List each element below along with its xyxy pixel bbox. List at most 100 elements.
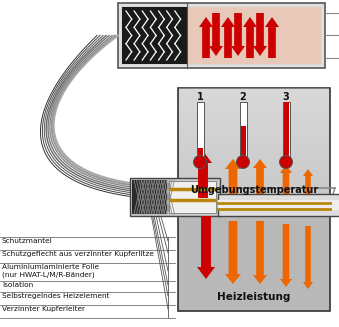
Bar (179, 195, 329, 196)
Bar (179, 191, 329, 192)
Bar (283, 102, 288, 156)
Bar (179, 203, 329, 204)
Polygon shape (303, 226, 313, 289)
Bar (179, 172, 329, 173)
Bar (179, 108, 329, 109)
Bar (118, 3, 325, 68)
Bar (179, 174, 329, 175)
Bar (179, 164, 329, 165)
Polygon shape (221, 17, 235, 58)
Polygon shape (265, 17, 279, 58)
Bar (179, 106, 329, 107)
Bar (121, 6, 322, 65)
Bar (179, 138, 329, 139)
Bar (132, 180, 167, 214)
Bar (179, 158, 329, 159)
Bar (179, 110, 329, 111)
Bar (179, 135, 329, 136)
Bar (179, 170, 329, 171)
Text: 1: 1 (197, 92, 203, 102)
Bar (179, 185, 329, 186)
Bar (179, 133, 329, 134)
Bar (179, 104, 329, 105)
Bar (179, 189, 329, 190)
Bar (218, 194, 339, 216)
Bar (179, 147, 329, 148)
Bar (179, 121, 329, 122)
Bar (179, 144, 329, 145)
Polygon shape (303, 169, 313, 208)
Bar (179, 171, 329, 172)
Polygon shape (280, 165, 292, 206)
Bar (179, 113, 329, 114)
Bar (179, 137, 329, 138)
Bar (179, 134, 329, 135)
Text: Heizleistung: Heizleistung (217, 292, 291, 302)
Bar (179, 146, 329, 147)
Bar (179, 129, 329, 130)
Bar (179, 124, 329, 125)
Bar (179, 141, 329, 142)
Bar (179, 142, 329, 143)
Polygon shape (199, 17, 213, 58)
Bar (179, 89, 329, 90)
Bar (179, 187, 329, 188)
Bar (179, 151, 329, 152)
Bar (179, 130, 329, 131)
Bar (179, 91, 329, 92)
Bar (179, 178, 329, 179)
Bar (179, 149, 329, 150)
Polygon shape (194, 151, 212, 198)
Bar (179, 112, 329, 113)
Bar (179, 92, 329, 93)
Bar (179, 200, 329, 201)
Text: Verzinnter Kupferleiter: Verzinnter Kupferleiter (2, 306, 85, 312)
Bar (179, 169, 329, 170)
Bar (179, 196, 329, 197)
Text: Schutzgeflecht aus verzinnter Kupferlitze: Schutzgeflecht aus verzinnter Kupferlitz… (2, 251, 154, 257)
Bar (179, 119, 329, 120)
Text: 3: 3 (283, 92, 290, 102)
Bar (178, 206, 330, 311)
Polygon shape (231, 13, 245, 56)
Bar (179, 175, 329, 176)
Bar (179, 99, 329, 100)
Bar (179, 120, 329, 121)
Bar (179, 179, 329, 180)
Text: Isolation: Isolation (2, 282, 33, 288)
Bar (179, 100, 329, 101)
Bar (179, 198, 329, 199)
Bar (179, 157, 329, 158)
Bar (179, 155, 329, 156)
Bar (179, 136, 329, 137)
Bar (179, 153, 329, 154)
Bar (282, 102, 290, 156)
Bar (179, 97, 329, 98)
Bar (179, 111, 329, 112)
Bar (179, 103, 329, 104)
Bar (179, 98, 329, 99)
Bar (179, 102, 329, 103)
Circle shape (194, 156, 206, 168)
Circle shape (237, 156, 250, 168)
Bar (179, 190, 329, 191)
Text: 2: 2 (240, 92, 246, 102)
Bar (179, 168, 329, 169)
Bar (179, 202, 329, 203)
Text: Umgebungstemperatur: Umgebungstemperatur (190, 185, 318, 195)
Bar (179, 118, 329, 119)
Bar (179, 165, 329, 166)
Bar (179, 90, 329, 91)
Bar (179, 125, 329, 126)
Bar (179, 105, 329, 106)
Bar (179, 166, 329, 167)
Bar (179, 107, 329, 108)
Bar (218, 200, 339, 210)
Bar (179, 194, 329, 195)
Polygon shape (225, 159, 241, 203)
Bar (130, 178, 220, 216)
Bar (179, 143, 329, 144)
Bar (179, 205, 329, 206)
Bar (179, 152, 329, 153)
Bar (179, 95, 329, 96)
